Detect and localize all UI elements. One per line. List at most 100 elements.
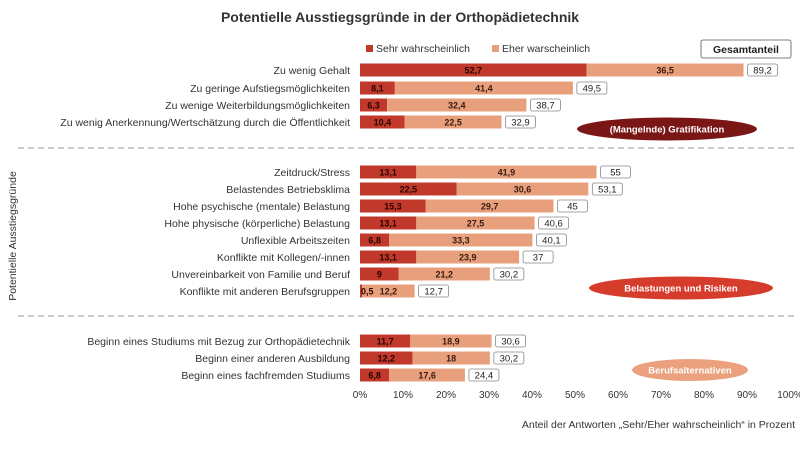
x-tick-label: 100% [777,390,800,401]
group-badge: Belastungen und Risiken [589,276,773,300]
group-badge-shape [632,359,748,381]
group-badge-label: (Mangelnde) Gratifikation [610,125,725,136]
bar-sehr-wahrscheinlich [360,334,411,348]
x-tick-label: 70% [651,390,671,401]
total-value-box [495,334,526,348]
total-value-label: 38,7 [536,101,555,112]
category-label: Beginn einer anderen Ausbildung [195,353,350,365]
category-label: Hohe physische (körperliche) Belastung [164,218,350,230]
total-value-box [530,98,561,112]
total-value-label: 53,1 [598,185,617,196]
value-label-eher: 21,2 [436,270,454,280]
bar-sehr-wahrscheinlich [360,233,390,247]
bar-eher-wahrscheinlich [456,182,589,196]
category-label: Zu wenig Gehalt [274,65,351,77]
bar-sehr-wahrscheinlich [360,368,390,382]
bar-sehr-wahrscheinlich [360,199,426,213]
bar-eher-wahrscheinlich [425,199,554,213]
category-label: Zu wenig Anerkennung/Wertschätzung durch… [60,117,350,129]
bar-row: Zu wenig Anerkennung/Wertschätzung durch… [60,115,536,129]
total-value-label: 30,2 [500,270,519,281]
bar-eher-wahrscheinlich [416,250,520,264]
value-label-eher: 29,7 [481,202,499,212]
total-value-box [538,216,569,230]
x-axis: 0% 10% 20% 30% 40% 50% 60% 70% 80% 90% 100% [353,390,800,401]
category-label: Beginn eines Studiums mit Bezug zur Orth… [87,336,350,348]
value-label-sehr: 13,1 [379,219,397,229]
y-axis-label: Potentielle Ausstiegsgründe [7,171,19,301]
bar-eher-wahrscheinlich [586,63,744,77]
bar-sehr-wahrscheinlich [360,81,395,95]
bar-sehr-wahrscheinlich [360,63,587,77]
bar-eher-wahrscheinlich [412,351,490,365]
total-value-box [493,267,525,281]
category-label: Belastendes Betriebsklima [226,184,350,196]
legend-label-eher: Eher warscheinlich [502,43,590,55]
group-badges: (Mangelnde) Gratifikation Belastungen und… [577,117,773,381]
value-label-sehr: 15,3 [384,202,402,212]
total-value-label: 49,5 [583,84,602,95]
bar-sehr-wahrscheinlich [360,115,405,129]
value-label-eher: 27,5 [467,219,485,229]
category-label: Beginn eines fachfremden Studiums [181,370,350,382]
total-value-box [522,250,554,264]
x-tick-label: 0% [353,390,368,401]
bar-eher-wahrscheinlich [362,284,415,298]
legend-label-sehr: Sehr wahrscheinlich [376,43,470,55]
total-value-box [576,81,608,95]
value-label-eher: 36,5 [656,66,674,76]
bar-row: Konflikte mit anderen Berufsgruppen 0,5 12… [180,284,450,298]
total-legend-frame [700,39,792,59]
value-label-sehr: 13,1 [379,168,397,178]
value-label-eher: 41,9 [498,168,516,178]
total-value-label: 30,6 [501,337,520,348]
bar-eher-wahrscheinlich [410,334,492,348]
group-badge: Berufsalternativen [632,359,748,381]
value-label-sehr: 9 [377,270,382,280]
total-legend-label: Gesamtanteil [713,44,779,56]
bar-sehr-wahrscheinlich [360,284,363,298]
x-axis-label: Anteil der Antworten „Sehr/Eher wahrsche… [522,419,795,431]
total-value-label: 32,9 [511,118,530,129]
category-label: Zu geringe Aufstiegsmöglichkeiten [190,83,350,95]
value-label-sehr: 12,2 [377,354,395,364]
value-label-sehr: 8,1 [371,84,384,94]
group-badge-shape [589,276,773,300]
bar-sehr-wahrscheinlich [360,216,417,230]
bar-eher-wahrscheinlich [389,233,533,247]
x-tick-label: 20% [436,390,456,401]
bar-rows: Zu wenig Gehalt 52,7 36,5 89,2 Zu geringe Au… [18,63,798,382]
value-label-sehr: 6,3 [367,101,380,111]
group-badge: (Mangelnde) Gratifikation [577,117,757,141]
bar-sehr-wahrscheinlich [360,98,388,112]
bar-eher-wahrscheinlich [416,165,597,179]
bar-sehr-wahrscheinlich [360,165,417,179]
bar-sehr-wahrscheinlich [360,250,417,264]
x-tick-label: 30% [479,390,499,401]
bar-eher-wahrscheinlich [394,81,573,95]
bar-sehr-wahrscheinlich [360,267,399,281]
value-label-eher: 41,4 [475,84,493,94]
total-value-box [591,182,623,196]
bar-row: Zeitdruck/Stress 13,1 41,9 55 [274,165,631,179]
total-value-label: 45 [567,202,578,213]
x-tick-label: 80% [694,390,714,401]
group-badge-label: Berufsalternativen [648,366,732,377]
total-value-box [493,351,525,365]
x-tick-label: 10% [393,390,413,401]
total-value-label: 12,7 [424,287,443,298]
bar-row: Beginn einer anderen Ausbildung 12,2 18 30,… [195,351,525,365]
bar-eher-wahrscheinlich [416,216,535,230]
total-value-label: 40,6 [544,219,563,230]
bar-sehr-wahrscheinlich [360,351,413,365]
value-label-eher: 23,9 [459,253,477,263]
bar-row: Hohe physische (körperliche) Belastung 13… [164,216,569,230]
total-value-box [418,284,450,298]
bar-eher-wahrscheinlich [389,368,465,382]
category-label: Unflexible Arbeitszeiten [241,235,350,247]
bar-row: Unflexible Arbeitszeiten 6,8 33,3 40,1 [241,233,567,247]
bar-row: Zu wenige Weiterbildungsmöglichkeiten 6,3… [165,98,561,112]
bar-row: Zu wenig Gehalt 52,7 36,5 89,2 [274,63,778,77]
